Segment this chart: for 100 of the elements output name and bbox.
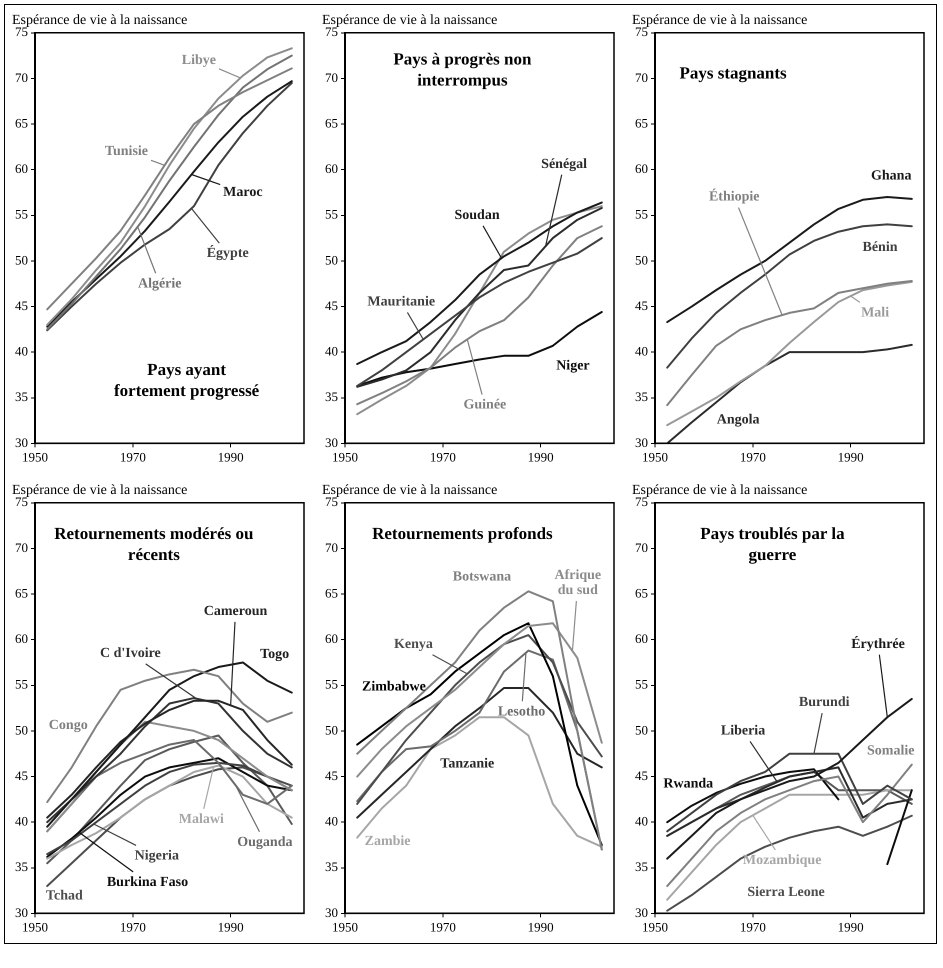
y-tick-label: 60	[635, 631, 648, 646]
series-label: Congo	[48, 718, 88, 734]
x-tick-label: 1970	[430, 450, 456, 465]
text: Retournements profonds	[372, 524, 554, 544]
y-tick-label: 50	[325, 252, 338, 268]
y-tick-label: 65	[15, 585, 28, 600]
text: Maroc	[223, 185, 263, 200]
y-tick-label: 60	[325, 161, 338, 176]
y-tick-label: 30	[325, 434, 338, 450]
y-tick-label: 70	[15, 70, 28, 85]
text: Pays ayant fortement progressé	[114, 360, 260, 400]
y-axis-title: Espérance de vie à la naissance	[632, 13, 808, 28]
series-label: Angola	[716, 412, 760, 428]
y-tick-label: 40	[635, 814, 648, 829]
series-label: Libye	[182, 52, 216, 68]
text: Soudan	[454, 208, 500, 223]
x-tick-label: 1990	[218, 920, 244, 935]
x-tick-label: 1990	[838, 450, 864, 465]
y-tick-label: 35	[635, 389, 648, 404]
y-axis-title: Espérance de vie à la naissance	[12, 483, 188, 498]
text: Guinée	[463, 398, 506, 413]
series-label: Somalie	[867, 744, 914, 759]
y-tick-label: 55	[635, 206, 648, 222]
y-tick-label: 65	[325, 585, 338, 600]
y-tick-label: 45	[325, 298, 338, 313]
y-tick-label: 65	[15, 115, 28, 130]
series-label: Sierra Leone	[747, 885, 825, 900]
y-tick-label: 65	[635, 115, 648, 130]
y-tick-label: 70	[325, 540, 338, 555]
x-tick-label: 1970	[120, 450, 146, 465]
series-label: Tunisie	[104, 144, 148, 160]
y-tick-label: 35	[635, 859, 648, 874]
y-tick-label: 35	[15, 859, 28, 874]
y-tick-label: 60	[15, 631, 28, 646]
y-tick-label: 60	[15, 161, 28, 176]
y-tick-label: 35	[15, 389, 28, 404]
series-label: Niger	[556, 358, 590, 374]
series-label: Tanzanie	[440, 756, 494, 772]
y-tick-label: 30	[635, 904, 648, 920]
y-tick-label: 30	[635, 434, 648, 450]
y-tick-label: 55	[15, 676, 28, 692]
text: Sénégal	[541, 156, 588, 172]
y-tick-label: 55	[325, 676, 338, 692]
series-label: Togo	[260, 646, 290, 662]
series-label: Zimbabwe	[362, 680, 426, 695]
y-tick-label: 50	[635, 252, 648, 268]
x-tick-label: 1950	[22, 920, 48, 935]
series-label: Zambie	[364, 834, 410, 849]
y-tick-label: 50	[325, 722, 338, 738]
x-tick-label: 1950	[642, 450, 668, 465]
y-tick-label: 65	[635, 585, 648, 600]
series-label: Bénin	[862, 240, 898, 255]
y-tick-label: 70	[15, 540, 28, 555]
x-tick-label: 1950	[22, 450, 48, 465]
y-axis-title: Espérance de vie à la naissance	[632, 483, 808, 498]
series-label: Malawi	[178, 812, 224, 828]
text: Cameroun	[204, 604, 268, 619]
x-tick-label: 1970	[430, 920, 456, 935]
series-label: Mozambique	[742, 853, 822, 868]
y-axis-title: Espérance de vie à la naissance	[12, 13, 188, 28]
y-tick-label: 40	[635, 344, 648, 359]
x-tick-label: 1990	[528, 920, 554, 935]
y-tick-label: 40	[15, 344, 28, 359]
y-tick-label: 55	[15, 206, 28, 222]
text: Retournements modérés ou récents	[54, 524, 254, 564]
y-tick-label: 35	[325, 859, 338, 874]
y-tick-label: 40	[325, 344, 338, 359]
y-tick-label: 50	[15, 722, 28, 738]
y-tick-label: 30	[15, 434, 28, 450]
series-label: Botswana	[452, 569, 512, 584]
text: Égypte	[206, 244, 249, 262]
text: Éthiopie	[708, 188, 760, 205]
y-tick-label: 60	[325, 631, 338, 646]
y-tick-label: 40	[325, 814, 338, 829]
series-label: Mauritanie	[367, 294, 436, 310]
y-tick-label: 70	[325, 70, 338, 85]
text: Érythrée	[851, 634, 905, 652]
y-axis-title: Espérance de vie à la naissance	[322, 483, 498, 498]
legend-label: Mali	[861, 306, 890, 321]
y-axis-title: Espérance de vie à la naissance	[322, 13, 498, 28]
series-label: Afrique du sud	[554, 568, 602, 598]
y-tick-label: 55	[325, 206, 338, 222]
text: Pays à progrès non interrompus	[393, 50, 532, 90]
text: C d'Ivoire	[100, 646, 161, 661]
y-tick-label: 35	[325, 389, 338, 404]
y-tick-label: 70	[635, 70, 648, 85]
x-tick-label: 1970	[740, 450, 766, 465]
x-tick-label: 1950	[332, 450, 358, 465]
text: Ouganda	[237, 834, 292, 850]
y-tick-label: 45	[15, 768, 28, 783]
y-tick-label: 50	[15, 252, 28, 268]
x-tick-label: 1990	[838, 920, 864, 935]
y-tick-label: 45	[635, 298, 648, 313]
y-tick-label: 70	[635, 540, 648, 555]
y-tick-label: 55	[635, 676, 648, 692]
x-tick-label: 1950	[642, 920, 668, 935]
text: Pays troublés par la guerre	[700, 524, 846, 564]
y-tick-label: 65	[325, 115, 338, 130]
text: Kenya	[394, 636, 433, 652]
x-tick-label: 1970	[740, 920, 766, 935]
